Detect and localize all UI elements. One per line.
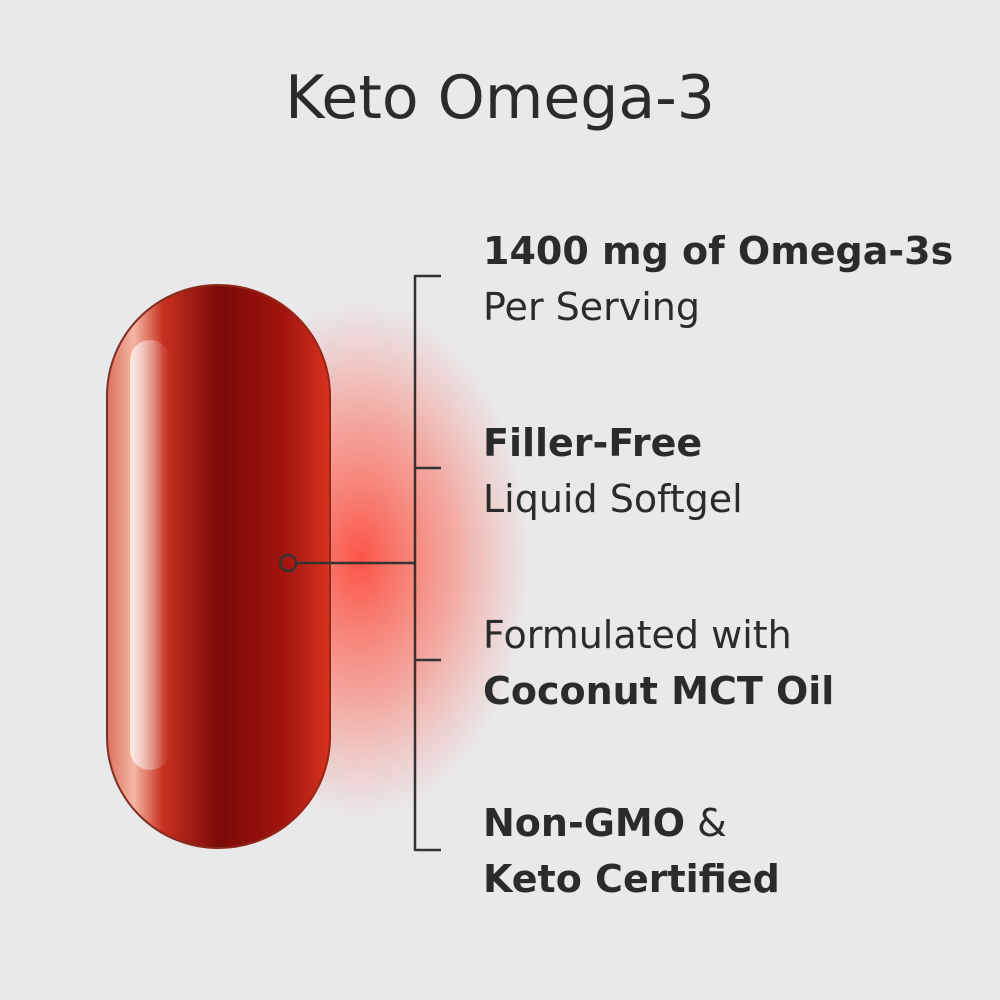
feature-text: & — [685, 801, 727, 845]
feature-bold: 1400 mg of Omega-3s — [483, 229, 953, 273]
feature-bold: Filler-Free — [483, 421, 702, 465]
feature-text: Formulated with — [483, 613, 792, 657]
softgel-highlight — [130, 340, 170, 770]
feature-text: Liquid Softgel — [483, 477, 743, 521]
feature-line: Filler-Free — [483, 421, 702, 465]
feature-line: Coconut MCT Oil — [483, 669, 834, 713]
feature-line: Per Serving — [483, 285, 700, 329]
bracket — [413, 274, 441, 852]
feature-bold: Keto Certified — [483, 857, 780, 901]
feature-bold: Coconut MCT Oil — [483, 669, 834, 713]
feature-list: 1400 mg of Omega-3s Per Serving Filler-Fre… — [483, 229, 953, 901]
feature-text: Per Serving — [483, 285, 700, 329]
feature-line: Liquid Softgel — [483, 477, 743, 521]
feature-line: Non-GMO & — [483, 801, 727, 845]
feature-line: Keto Certified — [483, 857, 780, 901]
feature-line: 1400 mg of Omega-3s — [483, 229, 953, 273]
feature-bold: Non-GMO — [483, 801, 685, 845]
title: Keto Omega-3 — [285, 63, 715, 133]
feature-line: Formulated with — [483, 613, 792, 657]
